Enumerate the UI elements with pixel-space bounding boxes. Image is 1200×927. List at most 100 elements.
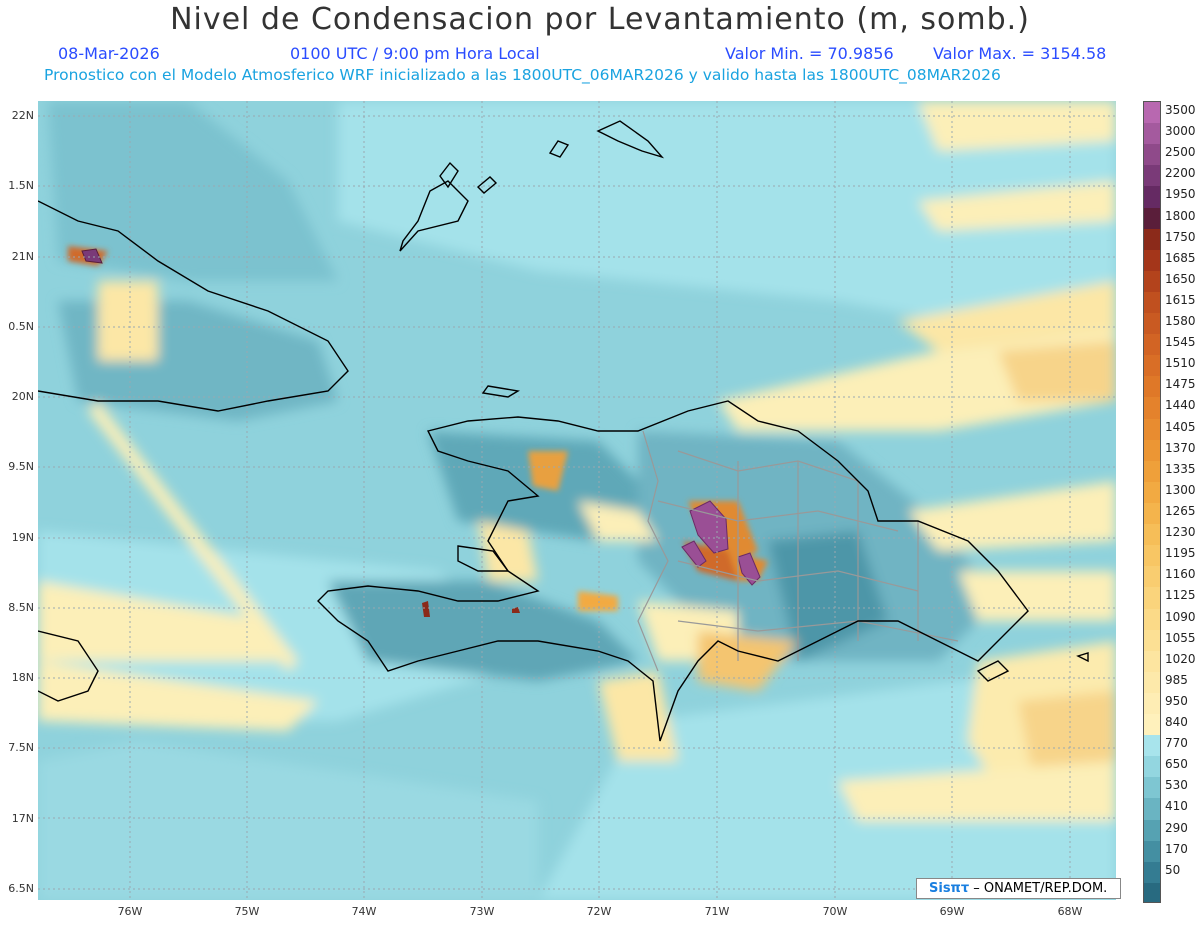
colorbar-label: 1335 <box>1165 461 1196 476</box>
island-coastline <box>399 180 469 252</box>
colorbar-label: 1370 <box>1165 440 1196 455</box>
colorbar-label: 1160 <box>1165 567 1196 582</box>
colorbar-label: 3500 <box>1165 103 1196 117</box>
colorbar-swatch <box>1144 165 1160 187</box>
colorbar-swatch <box>1144 460 1160 483</box>
lcl-shading <box>38 101 1116 900</box>
colorbar-label: 1300 <box>1165 482 1196 497</box>
colorbar-label: 1020 <box>1165 651 1196 666</box>
lon-label: 76W <box>117 905 143 918</box>
colorbar-swatch <box>1144 144 1160 166</box>
sispi-logo: Sisπτ <box>929 881 970 896</box>
lon-label: 72W <box>586 905 612 918</box>
colorbar-swatch <box>1144 798 1160 821</box>
map-title: Nivel de Condensacion por Levantamiento … <box>170 2 1030 37</box>
min-value: Valor Min. = 70.9856 <box>725 44 894 63</box>
colorbar-label: 1405 <box>1165 419 1196 434</box>
colorbar-swatch <box>1144 650 1160 673</box>
colorbar-label: 950 <box>1165 693 1188 708</box>
colorbar-swatch <box>1144 418 1160 441</box>
colorbar-label: 50 <box>1165 862 1181 877</box>
lon-label: 75W <box>234 905 260 918</box>
graticule <box>38 101 1116 900</box>
colorbar-label: 410 <box>1165 799 1188 814</box>
lon-label: 74W <box>351 905 377 918</box>
colorbar-swatch <box>1144 629 1160 652</box>
lat-label: 6.5N <box>8 882 34 895</box>
forecast-description: Pronostico con el Modelo Atmosferico WRF… <box>44 66 1001 84</box>
colorbar-swatch <box>1144 714 1160 736</box>
lat-label: 17N <box>11 812 34 825</box>
colorbar-swatch <box>1144 270 1160 293</box>
colorbar-label: 1685 <box>1165 250 1196 265</box>
forecast-date: 08-Mar-2026 <box>58 44 160 63</box>
credit-box: Sisπτ – ONAMET/REP.DOM. <box>916 878 1121 899</box>
colorbar-swatch <box>1144 692 1160 715</box>
lat-label: 21N <box>11 250 34 263</box>
colorbar-swatch <box>1144 608 1160 631</box>
colorbar-label: 1650 <box>1165 271 1196 286</box>
colorbar-label: 1510 <box>1165 356 1196 371</box>
colorbar-label: 1580 <box>1165 314 1196 329</box>
colorbar-label: 2500 <box>1165 145 1196 160</box>
max-value: Valor Max. = 3154.58 <box>933 44 1107 63</box>
jamaica-coastline <box>38 630 99 702</box>
lon-label: 70W <box>822 905 848 918</box>
colorbar <box>1143 101 1161 903</box>
colorbar-label: 840 <box>1165 715 1188 730</box>
lat-label: 22N <box>11 109 34 122</box>
colorbar-swatch <box>1144 819 1160 842</box>
lat-label: 20N <box>11 390 34 403</box>
colorbar-label: 1950 <box>1165 187 1196 202</box>
colorbar-label: 1125 <box>1165 588 1196 603</box>
colorbar-swatch <box>1144 756 1160 778</box>
colorbar-swatch <box>1144 735 1160 757</box>
map-canvas <box>38 101 1116 900</box>
colorbar-swatch <box>1144 861 1160 884</box>
colorbar-label: 290 <box>1165 820 1188 835</box>
lat-label: 7.5N <box>8 741 34 754</box>
colorbar-label: 2200 <box>1165 166 1196 181</box>
hispaniola-coastline <box>317 400 1029 742</box>
colorbar-label: 1800 <box>1165 208 1196 223</box>
colorbar-swatch <box>1144 882 1160 902</box>
colorbar-label: 1545 <box>1165 335 1196 350</box>
lcl-map[interactable] <box>38 101 1116 900</box>
colorbar-swatch <box>1144 186 1160 208</box>
colorbar-label: 3000 <box>1165 124 1196 139</box>
colorbar-label: 1615 <box>1165 292 1196 307</box>
lat-label: 0.5N <box>8 320 34 333</box>
colorbar-swatch <box>1144 840 1160 863</box>
colorbar-label: 530 <box>1165 778 1188 793</box>
colorbar-swatch <box>1144 671 1160 694</box>
colorbar-swatch <box>1144 228 1160 251</box>
colorbar-label: 1440 <box>1165 398 1196 413</box>
credit-text: – ONAMET/REP.DOM. <box>969 881 1108 896</box>
lon-label: 73W <box>469 905 495 918</box>
colorbar-label: 1090 <box>1165 609 1196 624</box>
colorbar-swatch <box>1144 439 1160 462</box>
gonave-coastline <box>457 545 510 572</box>
colorbar-swatch <box>1144 524 1160 546</box>
colorbar-swatch <box>1144 313 1160 335</box>
lat-label: 1.5N <box>8 179 34 192</box>
colorbar-label: 770 <box>1165 736 1188 751</box>
province-borders <box>637 430 959 672</box>
colorbar-label: 1230 <box>1165 525 1196 540</box>
colorbar-swatch <box>1144 481 1160 504</box>
colorbar-swatch <box>1144 355 1160 377</box>
colorbar-swatch <box>1144 207 1160 230</box>
colorbar-label: 1195 <box>1165 546 1196 561</box>
colorbar-swatch <box>1144 397 1160 420</box>
colorbar-swatch <box>1144 291 1160 314</box>
colorbar-swatch <box>1144 123 1160 145</box>
colorbar-swatch <box>1144 102 1160 124</box>
colorbar-label: 1750 <box>1165 229 1196 244</box>
lat-label: 9.5N <box>8 460 34 473</box>
lat-label: 8.5N <box>8 601 34 614</box>
lon-label: 69W <box>939 905 965 918</box>
colorbar-swatch <box>1144 587 1160 609</box>
colorbar-label: 1265 <box>1165 504 1196 518</box>
lon-label: 68W <box>1057 905 1083 918</box>
colorbar-label: 170 <box>1165 841 1188 856</box>
